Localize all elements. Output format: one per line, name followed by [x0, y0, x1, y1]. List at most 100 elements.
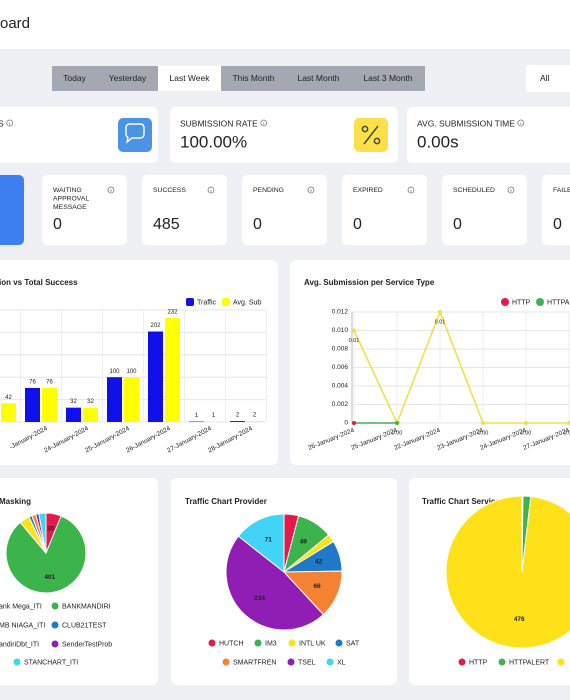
chat-icon [125, 123, 145, 144]
bar-label: 232 [167, 310, 178, 316]
chart-title: Avg. Submission per Service Type [304, 278, 435, 287]
status-value: 0 [53, 216, 62, 233]
y-tick-label: 0.012 [332, 309, 349, 316]
chart-title: Traffic Chart Service Type [422, 497, 521, 506]
bar-label: 1 [212, 413, 216, 419]
dropdown[interactable] [526, 65, 570, 92]
status-card [542, 175, 570, 245]
legend-label: Traffic [197, 299, 217, 306]
summary-value: 100.00% [180, 132, 247, 151]
legend-dot [326, 658, 334, 666]
y-tick-label: 0.004 [332, 383, 349, 390]
legend-label: HTTP [512, 299, 531, 306]
filter-button[interactable] [158, 66, 221, 91]
pie-slice [38, 512, 47, 554]
status-label: FAILE [553, 187, 570, 194]
panel [290, 260, 570, 465]
line-series [353, 309, 569, 425]
filter-button[interactable] [52, 66, 97, 91]
point [481, 421, 485, 425]
point-label: 0.01 [435, 319, 446, 325]
info-icon [407, 186, 415, 194]
status-label: EXPIRED [353, 187, 383, 194]
legend-dot [335, 639, 343, 647]
legend-label: HTTPALERT [509, 659, 550, 666]
filter-label[interactable]: Last Month [297, 73, 339, 83]
point-label: 0.00 [564, 430, 570, 436]
bar-label: 1 [195, 413, 199, 419]
legend-label: Avg. Sub [233, 299, 261, 306]
legend-dot [222, 658, 230, 666]
slice-label: 66 [313, 583, 321, 590]
info-icon [507, 186, 515, 194]
point [438, 310, 442, 314]
status-value: 0 [553, 216, 562, 233]
status-label: WAITING APPROVAL MESSAGE [53, 187, 89, 211]
pie-slice [5, 515, 87, 594]
filter-label[interactable]: Yesterday [109, 73, 147, 83]
bar-label: 76 [46, 380, 53, 386]
legend-label: BANKMANDIRI [62, 603, 111, 610]
legend-dot [254, 639, 262, 647]
filter-button[interactable] [221, 66, 286, 91]
bar [124, 377, 139, 422]
bar [230, 421, 245, 422]
bar [25, 387, 40, 422]
status-card [42, 175, 127, 245]
legend-dot [557, 658, 565, 666]
pie-slice [225, 535, 325, 631]
filter-label[interactable]: Today [63, 73, 86, 83]
y-tick-label: 0 [344, 420, 348, 427]
percent-slash [363, 125, 379, 145]
filter-button[interactable] [286, 66, 351, 91]
y-tick-label: 0.006 [332, 364, 349, 371]
legend-dot [208, 639, 216, 647]
point [395, 421, 399, 425]
slice-label: 49 [300, 538, 308, 545]
legend-label: STANCHART_ITI [24, 659, 78, 666]
point-label: 0.00 [521, 430, 532, 436]
legend-label: ank Mega_ITI [0, 603, 42, 610]
legend-label: HTTPAL [547, 299, 570, 306]
filter-button[interactable] [351, 66, 425, 91]
info-icon [307, 186, 315, 194]
filter-button[interactable] [97, 66, 158, 91]
bar-label: 32 [70, 399, 77, 405]
legend-dot [458, 658, 466, 666]
slice-label: 71 [265, 536, 273, 543]
legend-swatch [186, 298, 194, 306]
bar-label: 2 [253, 413, 257, 419]
filter-label[interactable]: Last 3 Month [363, 73, 412, 83]
bar-label: 2 [236, 413, 240, 419]
legend-dot [288, 639, 296, 647]
bar-label: 100 [126, 369, 137, 375]
legend-swatch [222, 298, 230, 306]
filter-label[interactable]: Last Week [169, 73, 210, 83]
legend-label: IM3 [265, 640, 277, 647]
summary-label: SUBMISSION RATE [180, 118, 258, 128]
chart-title: Masking [0, 497, 31, 506]
legend-dot [501, 298, 509, 306]
bar-label: 32 [87, 399, 94, 405]
status-value: 0 [353, 216, 362, 233]
legend-dot [536, 298, 544, 306]
status-label: PENDING [253, 187, 284, 194]
point-label: 0.00 [478, 430, 489, 436]
bar [83, 407, 98, 422]
page-title: oard [0, 15, 30, 32]
point [352, 421, 356, 425]
legend-dot [287, 658, 295, 666]
legend-label: HTTP [469, 659, 488, 666]
point [567, 421, 570, 425]
percent-dot [361, 125, 369, 133]
legend-dot [51, 640, 59, 648]
slice-label: 42 [315, 559, 323, 566]
filter-label[interactable]: This Month [232, 73, 274, 83]
slice-label: 476 [514, 616, 525, 623]
summary-value: 0.00s [417, 132, 459, 151]
pie-slice [237, 513, 285, 574]
dropdown-label[interactable]: All [540, 73, 550, 83]
summary-card [407, 107, 570, 163]
point [524, 421, 528, 425]
